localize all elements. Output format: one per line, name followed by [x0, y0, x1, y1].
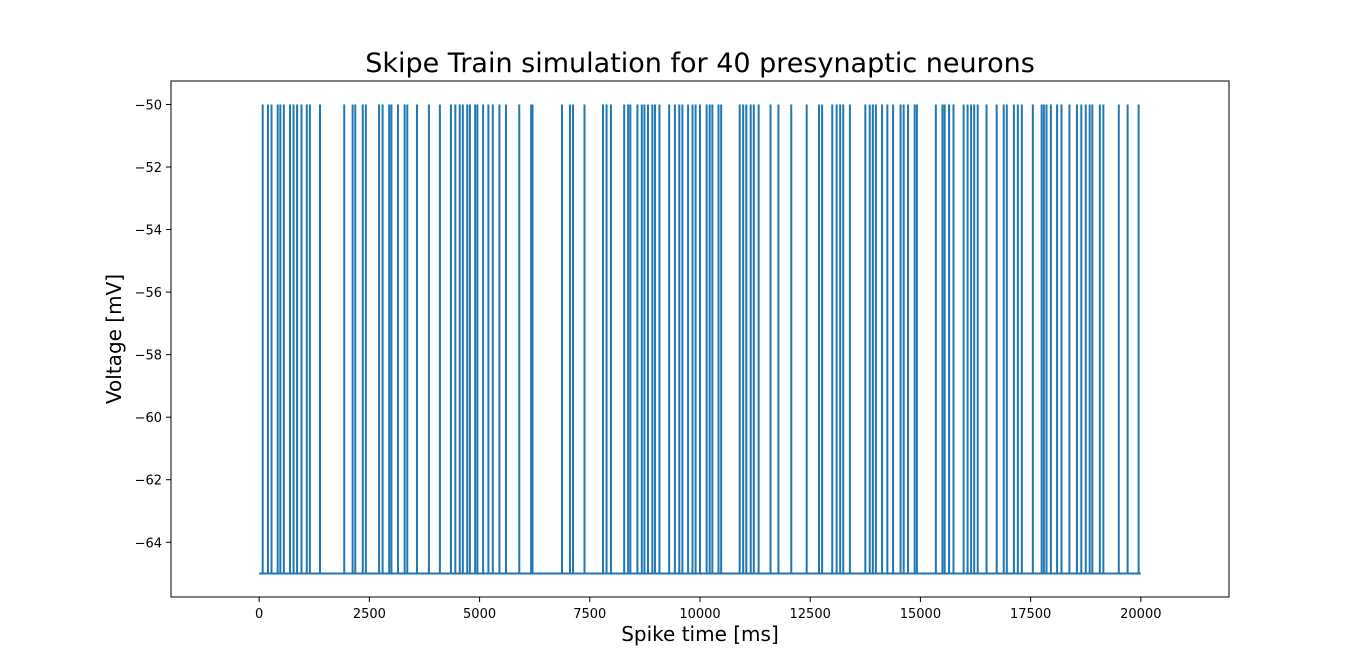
x-tick-label: 10000 [679, 607, 720, 622]
y-tick-label: −64 [135, 536, 162, 551]
x-tick-label: 20000 [1120, 607, 1161, 622]
x-tick-label: 5000 [463, 607, 496, 622]
y-tick-label: −60 [135, 411, 162, 426]
y-tick-label: −62 [135, 474, 162, 489]
x-tick-label: 15000 [900, 607, 941, 622]
x-tick-label: 0 [255, 607, 263, 622]
axes: 0 2500 5000 7500 10000 12500 15000 17500 20000 −5… [135, 80, 1230, 622]
chart-title: Skipe Train simulation for 40 presynapti… [365, 48, 1035, 79]
x-tick-label: 2500 [353, 607, 386, 622]
x-axis-label: Spike time [ms] [621, 622, 779, 646]
plot-area [259, 104, 1141, 575]
y-axis-label: Voltage [mV] [102, 274, 126, 404]
y-tick-label: −52 [135, 161, 162, 176]
y-tick-label: −54 [135, 224, 162, 239]
x-tick-label: 12500 [790, 607, 831, 622]
y-tick-label: −50 [135, 98, 162, 113]
y-tick-label: −58 [135, 349, 162, 364]
x-tick-label: 7500 [573, 607, 606, 622]
y-tick-label: −56 [135, 286, 162, 301]
x-tick-label: 17500 [1010, 607, 1051, 622]
